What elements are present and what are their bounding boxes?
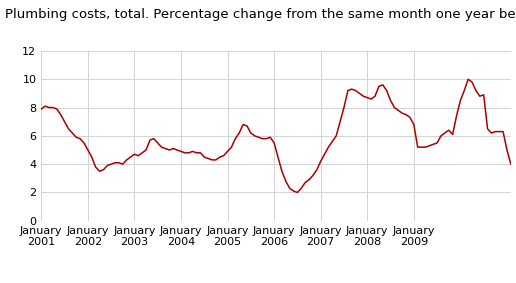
Text: Plumbing costs, total. Percentage change from the same month one year before: Plumbing costs, total. Percentage change… [5,8,516,22]
